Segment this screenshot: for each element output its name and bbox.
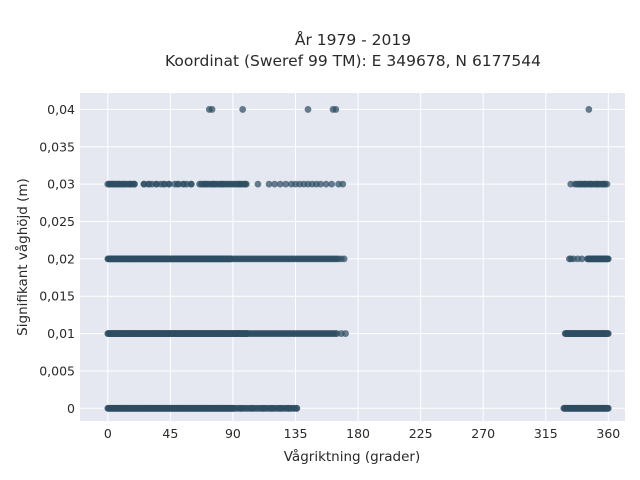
x-tick-label: 0 [104,426,112,441]
data-point [332,106,340,113]
data-point [586,180,594,188]
data-point [218,180,226,188]
data-point [282,180,290,188]
data-point [146,180,153,188]
y-tick-label: 0,01 [47,326,75,341]
data-point [237,404,245,412]
data-point [340,255,348,263]
y-tick-label: 0,005 [39,363,75,378]
data-point [254,180,262,188]
y-tick-label: 0 [67,401,75,416]
data-point [567,180,575,188]
data-point [201,180,209,188]
data-point [268,404,276,412]
data-point [578,255,586,263]
y-tick-label: 0,02 [47,251,75,266]
data-point [187,180,195,188]
x-tick-label: 225 [409,426,433,441]
data-point [604,404,612,412]
data-point [285,404,292,412]
x-tick-label: 90 [225,426,241,441]
x-tick-label: 180 [346,426,370,441]
x-axis-label: Vågriktning (grader) [284,448,421,465]
data-point [322,180,330,188]
data-point [276,404,284,412]
data-point [119,180,127,188]
x-tick-label: 45 [162,426,178,441]
data-point [265,180,273,188]
data-point [581,180,589,188]
data-point [130,180,138,188]
data-point [210,180,217,188]
y-tick-label: 0,03 [47,177,75,192]
data-point [293,404,301,412]
data-point [317,180,324,188]
data-point [236,180,244,188]
chart-subtitle: Koordinat (Sweref 99 TM): E 349678, N 61… [165,52,541,70]
y-tick-label: 0,025 [39,214,75,229]
data-point [242,180,249,188]
data-point [342,330,349,337]
data-point [180,180,188,188]
y-tick-label: 0,04 [47,102,75,117]
chart-title: År 1979 - 2019 [295,30,411,49]
data-points [104,106,612,412]
y-tick-labels: 0 0,005 0,01 0,015 0,02 0,025 0,03 0,035 0,04 [39,102,75,416]
data-point [271,180,279,188]
data-point [339,180,347,188]
y-tick-label: 0,015 [39,289,75,304]
data-point [585,106,593,113]
data-point [593,180,601,188]
grid [80,93,625,421]
data-point [567,255,575,263]
x-tick-label: 360 [596,426,620,441]
data-point [603,180,611,188]
data-point [140,180,148,188]
x-tick-label: 270 [471,426,495,441]
data-point [604,330,612,337]
data-point [173,180,181,188]
x-tick-label: 135 [284,426,308,441]
data-point [604,255,612,263]
data-point [260,404,267,412]
data-point [328,180,336,188]
data-point [276,180,284,188]
x-tick-label: 315 [534,426,558,441]
data-point [248,404,256,412]
y-axis-label: Signifikant våghöjd (m) [14,178,31,336]
data-point [239,106,247,113]
y-tick-label: 0,035 [39,139,75,154]
data-point [160,180,167,188]
data-point [208,106,216,113]
data-point [304,106,312,113]
data-point [153,180,160,188]
x-tick-labels: 0 45 90 135 180 225 270 315 360 [104,426,620,441]
data-point [165,180,173,188]
